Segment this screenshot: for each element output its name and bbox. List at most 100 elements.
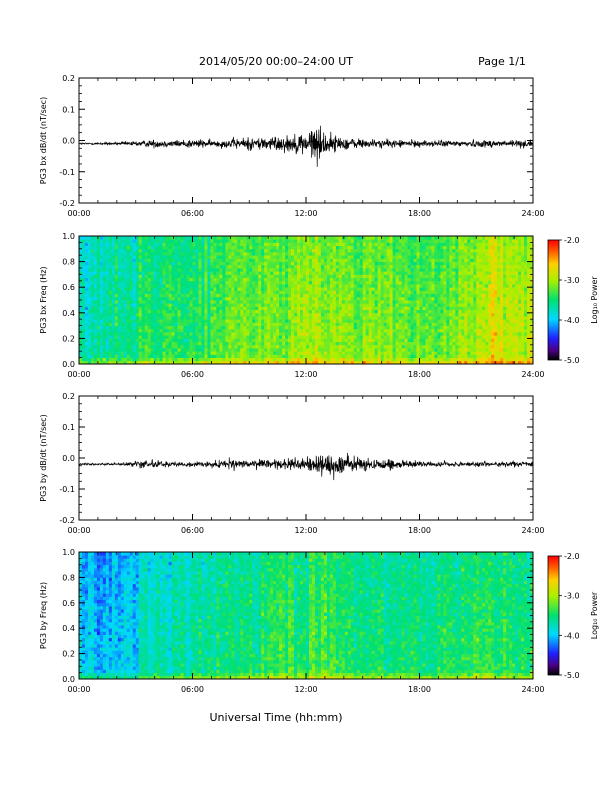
spectrogram-cell <box>392 309 397 314</box>
spectrogram-cell <box>306 274 310 278</box>
spectrogram-cell <box>81 357 86 362</box>
spectrogram-cell <box>267 338 271 342</box>
spectrogram-cell <box>231 287 235 291</box>
spectrogram-cell <box>362 322 367 326</box>
spectrogram-cell <box>159 236 164 240</box>
spectrogram-cell <box>207 335 211 339</box>
spectrogram-cell <box>231 316 235 320</box>
spectrogram-cell <box>317 316 322 320</box>
spectrogram-cell <box>374 341 379 346</box>
spectrogram-cell <box>243 239 247 243</box>
spectrogram-cell <box>159 264 164 269</box>
spectrogram-cell <box>314 245 319 250</box>
spectrogram-cell <box>246 357 250 362</box>
spectrogram-cell <box>213 264 217 269</box>
spectrogram-cell <box>380 271 385 275</box>
spectrogram-cell <box>201 322 205 326</box>
spectrogram-cell <box>249 258 253 262</box>
spectrogram-cell <box>99 290 104 294</box>
spectrogram-cell <box>434 242 438 246</box>
spectrogram-cell <box>338 271 343 275</box>
spectrogram-cell <box>270 351 274 355</box>
spectrogram-cell <box>81 348 86 352</box>
spectrogram-cell <box>294 344 298 349</box>
spectrogram-cell <box>111 344 116 349</box>
spectrogram-cell <box>285 271 289 275</box>
spectrogram-cell <box>359 258 364 262</box>
spectrogram-cell <box>306 245 310 250</box>
spectrogram-cell <box>144 284 149 288</box>
spectrogram-cell <box>210 258 214 262</box>
spectrogram-cell <box>347 341 352 346</box>
spectrogram-cell <box>425 319 429 323</box>
spectrogram-cell <box>216 258 220 262</box>
spectrogram-cell <box>308 245 313 250</box>
spectrogram-cell <box>431 280 435 285</box>
spectrogram-cell <box>267 296 271 301</box>
spectrogram-cell <box>350 296 355 301</box>
spectrogram-cell <box>201 303 205 307</box>
spectrogram-cell <box>422 290 426 294</box>
spectrogram-cell <box>114 258 119 262</box>
spectrogram-cell <box>419 328 423 333</box>
spectrogram-cell <box>326 351 331 355</box>
spectrogram-cell <box>359 344 364 349</box>
spectrogram-cell <box>216 335 220 339</box>
spectrogram-cell <box>219 296 223 301</box>
spectrogram-cell <box>210 348 214 352</box>
spectrogram-cell <box>120 239 125 243</box>
spectrogram-cell <box>79 258 83 262</box>
spectrogram-cell <box>341 348 346 352</box>
spectrogram-cell <box>222 312 226 317</box>
page-number: Page 1/1 <box>478 55 526 68</box>
spectrogram-cell <box>195 284 199 288</box>
spectrogram-cell <box>404 268 408 272</box>
spectrogram-cell <box>392 325 397 330</box>
spectrogram-cell <box>332 354 337 358</box>
spectrogram-cell <box>431 236 435 240</box>
spectrogram-cell <box>279 261 283 266</box>
spectrogram-cell <box>276 332 280 336</box>
spectrogram-cell <box>371 280 376 285</box>
spectrogram-cell <box>150 236 155 240</box>
spectrogram-cell <box>93 300 98 304</box>
spectrogram-cell <box>285 341 289 346</box>
spectrogram-cell <box>419 284 423 288</box>
spectrogram-cell <box>404 341 408 346</box>
spectrogram-cell <box>219 248 223 253</box>
spectrogram-cell <box>279 300 283 304</box>
spectrogram-cell <box>398 332 402 336</box>
spectrogram-cell <box>171 284 175 288</box>
spectrogram-cell <box>303 348 307 352</box>
spectrogram-cell <box>362 309 367 314</box>
spectrogram-cell <box>353 290 358 294</box>
spectrogram-cell <box>207 248 211 253</box>
spectrogram-cell <box>192 293 196 298</box>
spectrogram-cell <box>240 255 244 259</box>
spectrogram-cell <box>252 248 256 253</box>
spectrogram-cell <box>401 306 405 310</box>
spectrogram-cell <box>425 271 429 275</box>
spectrogram-cell <box>195 264 199 269</box>
spectrogram-cell <box>81 328 86 333</box>
spectrogram-cell <box>314 335 319 339</box>
spectrogram-cell <box>144 354 149 358</box>
spectrogram-cell <box>267 309 271 314</box>
spectrogram-cell <box>189 328 193 333</box>
spectrogram-cell <box>204 360 208 365</box>
spectrogram-cell <box>392 274 397 278</box>
spectrogram-cell <box>306 242 310 246</box>
spectrogram-cell <box>213 309 217 314</box>
spectrogram-cell <box>383 239 388 243</box>
spectrogram-cell <box>114 312 119 317</box>
spectrogram-cell <box>141 325 146 330</box>
spectrogram-cell <box>177 348 181 352</box>
spectrogram-cell <box>171 300 175 304</box>
spectrogram-cell <box>153 287 158 291</box>
spectrogram-cell <box>294 242 298 246</box>
spectrogram-cell <box>156 341 161 346</box>
spectrogram-cell <box>303 360 307 365</box>
spectrogram-cell <box>222 252 226 256</box>
spectrogram-cell <box>168 236 172 240</box>
spectrogram-cell <box>314 290 319 294</box>
